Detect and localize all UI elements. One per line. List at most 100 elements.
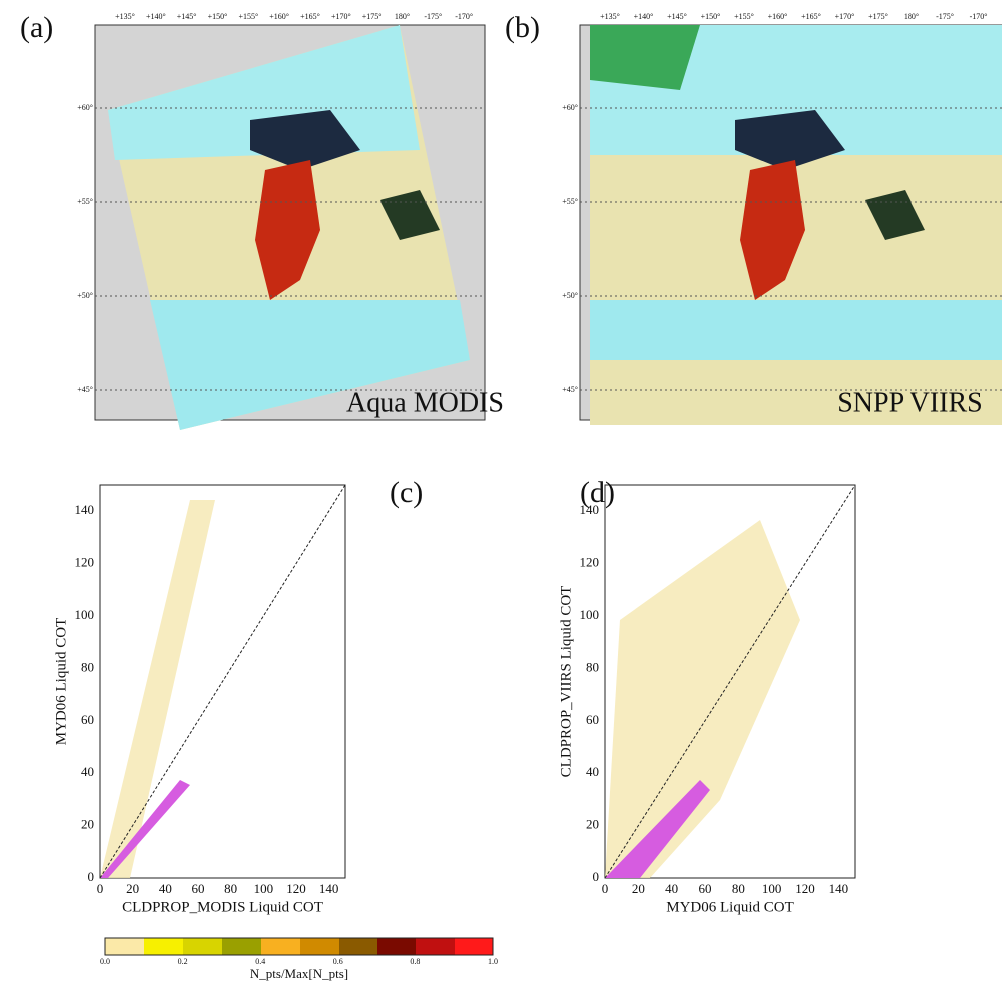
lat-label: +60° xyxy=(77,103,93,112)
x-tick-label: 100 xyxy=(254,881,274,896)
y-tick-label: 140 xyxy=(75,502,95,517)
lat-label: +45° xyxy=(77,385,93,394)
x-tick-label: 80 xyxy=(732,881,745,896)
land-green xyxy=(590,25,700,90)
y-tick-label: 140 xyxy=(580,502,600,517)
map-title: Aqua MODIS xyxy=(346,387,504,418)
panel-label: (b) xyxy=(505,11,540,44)
colorbar-cell xyxy=(183,938,222,955)
lon-label: 180° xyxy=(904,12,919,21)
lon-label: +150° xyxy=(701,12,721,21)
panel-label: (a) xyxy=(20,11,53,44)
lon-label: -175° xyxy=(424,12,442,21)
lon-label: +165° xyxy=(300,12,320,21)
colorbar-cell xyxy=(339,938,377,955)
colorbar xyxy=(104,937,494,956)
y-axis-label: MYD06 Liquid COT xyxy=(53,618,69,746)
lon-label: +170° xyxy=(331,12,351,21)
y-tick-label: 120 xyxy=(580,555,600,570)
x-tick-label: 120 xyxy=(795,881,815,896)
y-tick-label: 0 xyxy=(88,869,95,884)
lat-label: +50° xyxy=(562,291,578,300)
colorbar-cell xyxy=(455,938,493,955)
lon-label: +165° xyxy=(801,12,821,21)
lon-label: +145° xyxy=(667,12,687,21)
x-tick-label: 100 xyxy=(762,881,782,896)
lon-label: +155° xyxy=(734,12,754,21)
lon-label: +150° xyxy=(208,12,228,21)
lon-label: -170° xyxy=(970,12,988,21)
scatter-d xyxy=(604,484,856,879)
colorbar-tick-label: 0.4 xyxy=(255,957,265,966)
colorbar-label: N_pts/Max[N_pts] xyxy=(250,966,348,981)
lon-label: +160° xyxy=(768,12,788,21)
colorbar-tick-label: 0.6 xyxy=(333,957,343,966)
density-core xyxy=(100,780,190,878)
lon-label: -170° xyxy=(455,12,473,21)
y-tick-label: 20 xyxy=(81,817,94,832)
colorbar-tick-label: 0.8 xyxy=(410,957,420,966)
lon-label: +160° xyxy=(269,12,289,21)
swath-cloud xyxy=(150,300,470,430)
colorbar-frame xyxy=(104,937,494,956)
y-tick-label: 100 xyxy=(580,607,600,622)
scatter-c xyxy=(99,484,346,879)
panel-label: (d) xyxy=(580,476,615,509)
x-tick-label: 140 xyxy=(829,881,849,896)
x-tick-label: 20 xyxy=(126,881,139,896)
colorbar-tick-label: 0.2 xyxy=(178,957,188,966)
y-tick-label: 20 xyxy=(586,817,599,832)
y-axis-label: CLDPROP_VIIRS Liquid COT xyxy=(558,586,574,778)
map-title: SNPP VIIRS xyxy=(837,387,983,418)
lon-label: -175° xyxy=(936,12,954,21)
map-a xyxy=(94,24,486,430)
lon-label: +135° xyxy=(600,12,620,21)
y-tick-label: 40 xyxy=(81,764,94,779)
lon-label: +155° xyxy=(238,12,258,21)
land-dark xyxy=(250,110,360,170)
x-tick-label: 60 xyxy=(699,881,712,896)
colorbar-cell xyxy=(144,938,183,955)
y-tick-label: 100 xyxy=(75,607,95,622)
x-axis-label: MYD06 Liquid COT xyxy=(666,899,794,915)
x-tick-label: 80 xyxy=(224,881,237,896)
x-tick-label: 20 xyxy=(632,881,645,896)
colorbar-tick-label: 1.0 xyxy=(488,957,498,966)
density-cloud xyxy=(605,520,800,878)
x-tick-label: 40 xyxy=(665,881,678,896)
x-tick-label: 40 xyxy=(159,881,172,896)
x-tick-label: 120 xyxy=(286,881,306,896)
lat-label: +45° xyxy=(562,385,578,394)
colorbar-cell xyxy=(261,938,300,955)
y-tick-label: 120 xyxy=(75,555,95,570)
density-core xyxy=(605,780,710,878)
lat-label: +55° xyxy=(77,197,93,206)
map-b xyxy=(579,24,1002,425)
colorbar-tick-label: 0.0 xyxy=(100,957,110,966)
lon-label: +170° xyxy=(835,12,855,21)
x-tick-label: 0 xyxy=(602,881,609,896)
x-axis-label: CLDPROP_MODIS Liquid COT xyxy=(122,899,323,915)
one-to-one-line xyxy=(604,484,856,879)
swath-cloud xyxy=(590,300,1002,360)
y-tick-label: 80 xyxy=(586,659,599,674)
y-tick-label: 40 xyxy=(586,764,599,779)
lon-label: +175° xyxy=(868,12,888,21)
colorbar-cell xyxy=(377,938,416,955)
colorbar-cell xyxy=(416,938,455,955)
density-cloud xyxy=(100,500,215,878)
panel-label: (c) xyxy=(390,476,423,509)
land-red xyxy=(740,160,805,300)
y-tick-label: 60 xyxy=(586,712,599,727)
lon-label: +175° xyxy=(362,12,382,21)
colorbar-cell xyxy=(300,938,339,955)
lat-label: +50° xyxy=(77,291,93,300)
lat-label: +60° xyxy=(562,103,578,112)
x-tick-label: 0 xyxy=(97,881,104,896)
y-tick-label: 0 xyxy=(593,869,600,884)
lon-label: +145° xyxy=(177,12,197,21)
colorbar-cell xyxy=(222,938,261,955)
lon-label: 180° xyxy=(395,12,410,21)
